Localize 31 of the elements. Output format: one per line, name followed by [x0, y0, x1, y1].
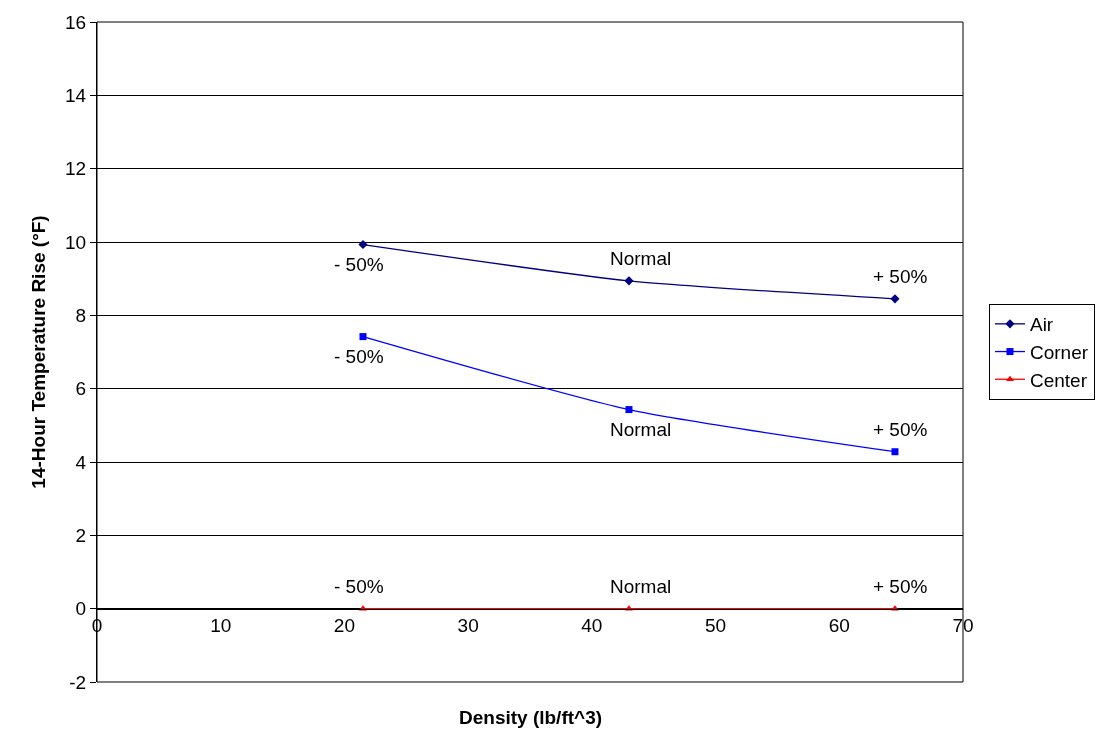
x-axis-title: Density (lb/ft^3): [459, 707, 603, 728]
annotation: + 50%: [873, 576, 928, 597]
x-tick-label: 30: [457, 615, 479, 637]
legend-label: Center: [1029, 369, 1088, 391]
y-tick-label: 4: [75, 451, 87, 473]
x-tick-label: 20: [333, 615, 355, 637]
annotation: Normal: [610, 419, 672, 440]
y-axis-title: 14-Hour Temperature Rise (°F): [27, 215, 49, 489]
y-tick-label: 16: [65, 11, 87, 33]
annotation: Normal: [610, 576, 672, 597]
y-tick-label: 8: [75, 304, 87, 326]
annotation: - 50%: [334, 254, 384, 275]
annotation: - 50%: [334, 576, 384, 597]
x-tick-label: 50: [705, 615, 727, 637]
legend-label: Corner: [1029, 341, 1089, 363]
y-tick-label: -2: [69, 671, 87, 693]
y-tick-label: 2: [75, 524, 87, 546]
y-tick-label: 0: [75, 598, 87, 620]
y-tick-label: 6: [75, 378, 87, 400]
annotation: + 50%: [873, 419, 928, 440]
x-tick-label: 40: [581, 615, 603, 637]
x-tick-label: 60: [828, 615, 850, 637]
annotation: + 50%: [873, 266, 928, 287]
y-tick-label: 14: [65, 84, 87, 106]
legend-label: Air: [1029, 314, 1054, 336]
y-tick-label: 10: [65, 231, 87, 253]
annotation: - 50%: [334, 346, 384, 367]
annotation: Normal: [610, 248, 672, 269]
y-tick-label: 12: [65, 158, 87, 180]
x-tick-label: 70: [952, 615, 974, 637]
x-tick-label: 10: [210, 615, 232, 637]
